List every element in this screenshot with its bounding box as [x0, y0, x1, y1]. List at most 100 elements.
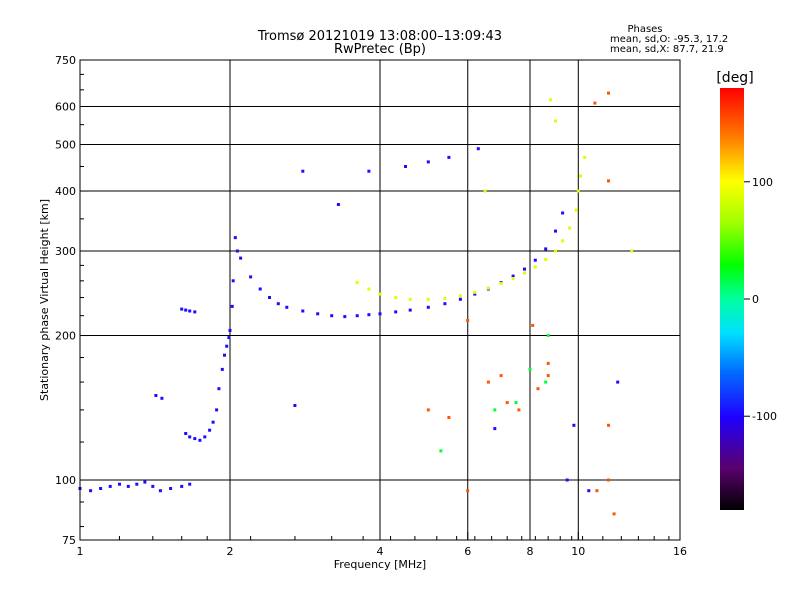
echo-point [561, 239, 565, 243]
echo-point [511, 277, 515, 280]
echo-point [404, 165, 407, 168]
echo-point [544, 380, 548, 384]
echo-point [630, 249, 634, 253]
echo-point [576, 189, 580, 193]
echo-point [574, 208, 578, 212]
y-tick-label: 75 [62, 534, 76, 547]
echo-point [546, 334, 550, 337]
echo-point [143, 480, 147, 484]
echo-point [607, 423, 610, 427]
echo-points [78, 91, 634, 516]
echo-point [595, 489, 599, 493]
echo-point [135, 482, 139, 486]
echo-point [486, 380, 490, 384]
echo-point [285, 305, 289, 309]
echo-point [408, 297, 412, 301]
echo-point [220, 367, 224, 371]
echo-point [367, 169, 371, 173]
echo-point [546, 361, 550, 365]
echo-point [217, 387, 221, 391]
echo-point [239, 256, 243, 260]
echo-point [554, 119, 557, 123]
echo-point [193, 437, 197, 441]
echo-point [276, 302, 280, 306]
echo-point [378, 292, 382, 296]
echo-point [607, 91, 610, 95]
echo-point [225, 344, 229, 348]
echo-point [499, 281, 503, 285]
echo-point [473, 292, 477, 296]
echo-point [249, 275, 253, 279]
echo-point [523, 267, 526, 271]
echo-point [517, 408, 521, 412]
echo-point [561, 211, 565, 215]
echo-point [549, 98, 553, 102]
echo-point [108, 484, 112, 488]
echo-point [336, 203, 340, 206]
echo-point [511, 274, 515, 278]
echo-point [158, 489, 162, 493]
echo-point [184, 308, 188, 312]
echo-point [466, 319, 470, 322]
echo-point [426, 160, 430, 164]
echo-point [408, 308, 412, 312]
echo-point [514, 401, 518, 405]
colorbar [720, 88, 744, 510]
echo-point [443, 302, 447, 306]
echo-point [505, 401, 509, 405]
echo-point [188, 482, 192, 486]
echo-point [223, 353, 226, 357]
echo-point [612, 512, 616, 516]
echo-point [394, 310, 398, 314]
echo-point [426, 305, 430, 309]
echo-point [89, 489, 93, 493]
echo-point [523, 271, 526, 275]
echo-point [198, 438, 202, 442]
echo-point [554, 249, 557, 253]
colorbar-tick-label: -100 [752, 410, 777, 423]
echo-point [565, 478, 569, 482]
echo-point [443, 296, 447, 300]
echo-point [188, 309, 192, 313]
echo-point [184, 432, 188, 435]
y-tick-label: 500 [55, 139, 76, 152]
echo-point [203, 435, 207, 439]
echo-point [554, 229, 557, 233]
colorbar-tick-label: 0 [752, 293, 759, 306]
x-tick-label: 1 [77, 545, 84, 558]
echo-point [227, 336, 231, 340]
echo-point [533, 265, 537, 269]
echo-point [473, 290, 477, 294]
echo-point [528, 367, 532, 371]
echo-point [316, 312, 320, 316]
echo-point [211, 420, 215, 424]
echo-point [426, 408, 430, 412]
echo-point [458, 294, 462, 298]
echo-point [544, 247, 548, 251]
echo-point [483, 189, 487, 193]
echo-point [208, 428, 212, 432]
echo-point [355, 314, 359, 318]
x-axis-ticks: 1 2 4 6 8 10 16 [77, 532, 687, 558]
echo-point [330, 314, 334, 318]
echo-point [447, 416, 451, 419]
echo-point [151, 484, 155, 488]
y-tick-label: 600 [55, 101, 76, 114]
echo-point [578, 174, 582, 178]
echo-point [228, 328, 232, 332]
x-axis-label: Frequency [MHz] [334, 558, 426, 571]
echo-point [355, 281, 359, 284]
echo-point [293, 404, 297, 407]
grid-lines [80, 60, 680, 540]
echo-point [301, 169, 305, 173]
echo-point [160, 396, 164, 400]
echo-point [572, 423, 576, 427]
echo-point [99, 487, 103, 490]
echo-point [531, 323, 535, 327]
colorbar-ticks: -100 0 100 [744, 176, 777, 423]
echo-point [301, 309, 305, 313]
echo-point [230, 304, 234, 308]
echo-point [486, 286, 490, 290]
echo-point [607, 179, 610, 183]
